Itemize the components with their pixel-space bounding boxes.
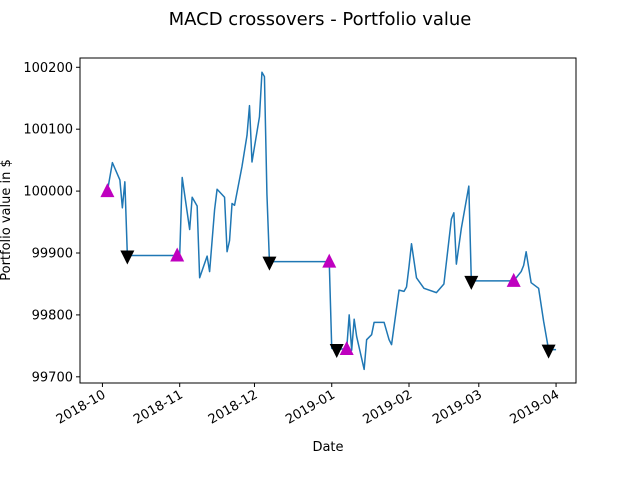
chart-title: MACD crossovers - Portfolio value (169, 9, 472, 30)
buy-signal-marker (506, 272, 521, 287)
y-tick-label: 100100 (23, 123, 73, 138)
buy-signal-marker (170, 247, 185, 262)
y-tick-label: 99800 (32, 308, 73, 323)
sell-signal-marker (120, 250, 135, 265)
sell-signal-marker (329, 343, 344, 358)
plot-frame (79, 57, 577, 384)
plot-area (100, 71, 557, 371)
buy-signal-marker (100, 183, 115, 198)
y-tick-label: 99900 (32, 247, 73, 262)
x-axis-title: Date (312, 440, 343, 455)
y-tick-label: 100200 (23, 61, 73, 76)
sell-signal-marker (262, 256, 277, 271)
sell-signal-marker (464, 275, 479, 290)
portfolio-value-line (106, 71, 557, 371)
buy-signal-marker (339, 340, 354, 355)
y-axis-ticks: 99700 99800 99900 100000 100100 100200 (23, 61, 80, 385)
y-tick-label: 100000 (23, 185, 73, 200)
y-axis-title: Portfolio value in $ (0, 159, 14, 281)
buy-signal-marker (322, 253, 337, 268)
sell-signal-marker (541, 344, 556, 359)
y-tick-label: 99700 (32, 370, 73, 385)
